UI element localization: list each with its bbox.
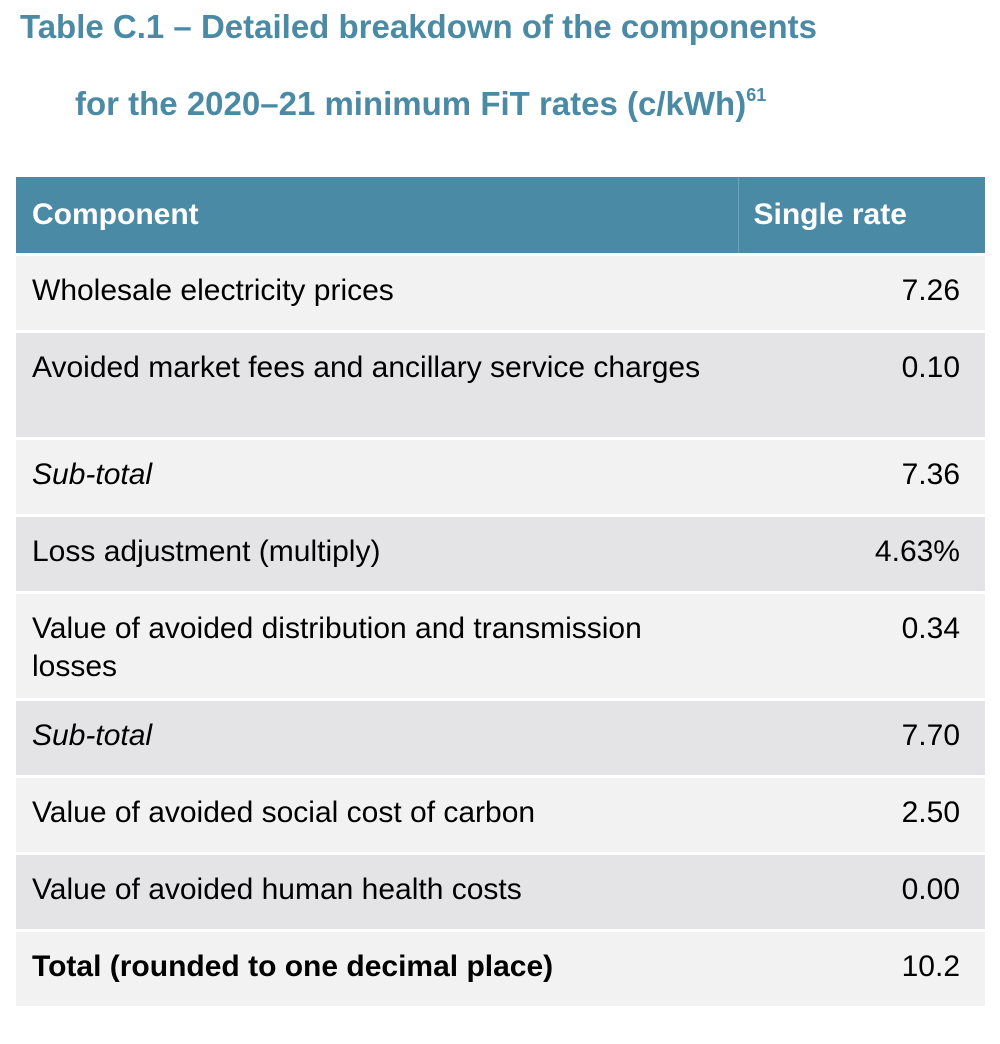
row-value: 10.2 bbox=[738, 930, 985, 1009]
row-label: Loss adjustment (multiply) bbox=[16, 515, 738, 594]
row-value: 0.34 bbox=[738, 592, 985, 701]
table-row-total: Total (rounded to one decimal place) 10.… bbox=[16, 930, 985, 1009]
row-value: 4.63% bbox=[738, 515, 985, 594]
table-row: Value of avoided human health costs 0.00 bbox=[16, 853, 985, 932]
table-row: Wholesale electricity prices 7.26 bbox=[16, 254, 985, 333]
row-value: 7.26 bbox=[738, 254, 985, 333]
caption-text-1: Table C.1 – Detailed breakdown of the co… bbox=[20, 8, 818, 45]
row-value: 0.10 bbox=[738, 331, 985, 440]
row-value: 0.00 bbox=[738, 853, 985, 932]
row-value: 2.50 bbox=[738, 776, 985, 855]
caption-line-2: for the 2020–21 minimum FiT rates (c/kWh… bbox=[75, 85, 766, 123]
row-label: Value of avoided distribution and transm… bbox=[16, 592, 738, 701]
table-row-subtotal: Sub-total 7.36 bbox=[16, 438, 985, 517]
table-row: Loss adjustment (multiply) 4.63% bbox=[16, 515, 985, 594]
row-label: Total (rounded to one decimal place) bbox=[16, 930, 738, 1009]
table-row: Value of avoided social cost of carbon 2… bbox=[16, 776, 985, 855]
row-value: 7.70 bbox=[738, 699, 985, 778]
table-header-row: Component Single rate bbox=[16, 177, 985, 256]
row-label: Sub-total bbox=[16, 699, 738, 778]
row-label: Sub-total bbox=[16, 438, 738, 517]
caption-text-2: for the 2020–21 minimum FiT rates (c/kWh… bbox=[75, 85, 747, 122]
header-single-rate: Single rate bbox=[737, 177, 985, 256]
row-label: Value of avoided human health costs bbox=[16, 853, 738, 932]
table-row-subtotal: Sub-total 7.70 bbox=[16, 699, 985, 778]
row-label: Value of avoided social cost of carbon bbox=[16, 776, 738, 855]
table-row: Value of avoided distribution and transm… bbox=[16, 592, 985, 701]
row-value: 7.36 bbox=[738, 438, 985, 517]
row-label: Avoided market fees and ancillary servic… bbox=[16, 331, 738, 440]
row-label: Wholesale electricity prices bbox=[16, 254, 738, 333]
table-row: Avoided market fees and ancillary servic… bbox=[16, 331, 985, 440]
fit-components-table: Component Single rate Wholesale electric… bbox=[16, 177, 985, 1009]
caption-line-1: Table C.1 – Detailed breakdown of the co… bbox=[20, 8, 817, 46]
footnote-marker: 61 bbox=[746, 85, 767, 105]
header-component: Component bbox=[16, 177, 738, 256]
